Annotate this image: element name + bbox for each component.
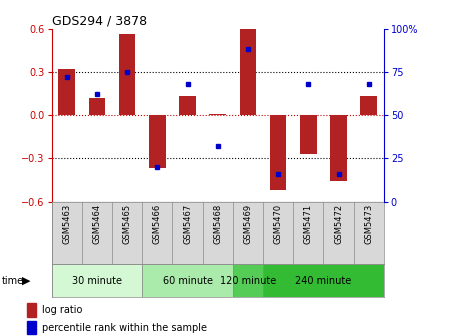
Bar bbox=[88, 98, 105, 115]
Text: GSM5470: GSM5470 bbox=[274, 204, 283, 244]
Text: GDS294 / 3878: GDS294 / 3878 bbox=[52, 14, 147, 28]
Text: GSM5472: GSM5472 bbox=[334, 204, 343, 244]
Bar bbox=[27, 303, 36, 317]
Text: GSM5466: GSM5466 bbox=[153, 204, 162, 244]
Text: GSM5471: GSM5471 bbox=[304, 204, 313, 244]
Text: GSM5467: GSM5467 bbox=[183, 204, 192, 244]
Text: GSM5473: GSM5473 bbox=[364, 204, 373, 244]
Text: 120 minute: 120 minute bbox=[220, 276, 276, 286]
Text: GSM5468: GSM5468 bbox=[213, 204, 222, 244]
Bar bbox=[142, 264, 233, 297]
Text: GSM5464: GSM5464 bbox=[92, 204, 101, 244]
Bar bbox=[119, 34, 136, 115]
Text: GSM5465: GSM5465 bbox=[123, 204, 132, 244]
Text: 240 minute: 240 minute bbox=[295, 276, 352, 286]
Bar bbox=[361, 96, 377, 115]
Bar bbox=[233, 264, 263, 297]
Bar bbox=[270, 115, 286, 190]
Bar bbox=[300, 115, 317, 154]
Text: 60 minute: 60 minute bbox=[163, 276, 212, 286]
Bar bbox=[52, 264, 142, 297]
Bar bbox=[330, 115, 347, 181]
Bar bbox=[240, 29, 256, 115]
Bar bbox=[27, 321, 36, 334]
Bar bbox=[263, 264, 384, 297]
Text: 30 minute: 30 minute bbox=[72, 276, 122, 286]
Text: percentile rank within the sample: percentile rank within the sample bbox=[42, 323, 207, 333]
Text: GSM5463: GSM5463 bbox=[62, 204, 71, 244]
Bar bbox=[58, 69, 75, 115]
Text: GSM5469: GSM5469 bbox=[243, 204, 252, 244]
Text: ▶: ▶ bbox=[22, 276, 30, 286]
Text: time: time bbox=[2, 276, 24, 286]
Bar bbox=[209, 114, 226, 115]
Bar bbox=[149, 115, 166, 168]
Text: log ratio: log ratio bbox=[42, 305, 83, 315]
Bar bbox=[179, 96, 196, 115]
